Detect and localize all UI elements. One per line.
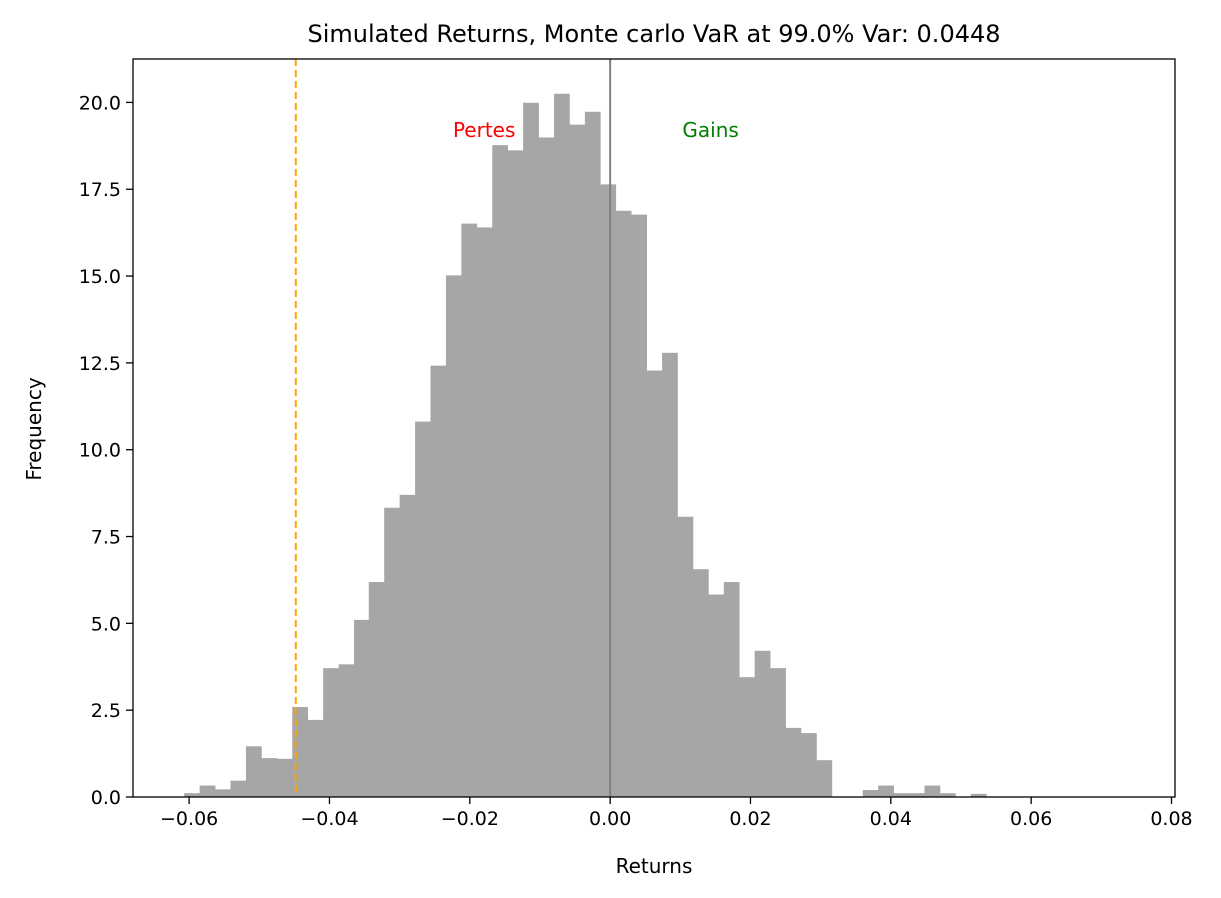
x-tick-label: −0.04: [300, 808, 358, 830]
histogram-bar: [384, 507, 400, 797]
histogram-bar: [662, 352, 678, 797]
y-tick-label: 7.5: [91, 527, 121, 549]
histogram-bar: [754, 650, 771, 797]
histogram-bar: [600, 184, 617, 797]
x-tick-label: 0.00: [589, 808, 631, 830]
annotation-pertes: Pertes: [453, 118, 515, 142]
histogram-bar: [554, 93, 570, 798]
histogram-bar: [909, 793, 925, 797]
histogram-bar: [538, 137, 555, 798]
histogram-bar: [615, 210, 632, 797]
y-tick-label: 12.5: [79, 353, 121, 375]
y-axis-ticks: 0.0 2.5 5.0 7.5 10.0 12.5 15.0 17.5 20.0: [79, 92, 133, 809]
histogram-bar: [893, 793, 910, 797]
histogram-bar: [199, 785, 216, 797]
x-tick-label: 0.06: [1010, 808, 1052, 830]
x-axis-ticks: −0.06 −0.04 −0.02 0.00 0.02 0.04 0.06 0.08: [160, 797, 1193, 830]
histogram-bar: [230, 780, 247, 797]
y-axis-label: Frequency: [22, 377, 46, 480]
y-tick-label: 20.0: [79, 92, 121, 114]
histogram-bar: [878, 785, 894, 797]
histogram-bar: [692, 569, 709, 797]
histogram-bar: [415, 421, 431, 797]
y-tick-label: 2.5: [91, 700, 121, 722]
histogram-bar: [292, 707, 309, 797]
y-tick-label: 10.0: [79, 440, 121, 462]
histogram-bar: [245, 746, 262, 797]
x-tick-label: 0.08: [1150, 808, 1192, 830]
histogram-bar: [584, 111, 601, 798]
histogram-bar: [816, 760, 833, 797]
histogram-bar: [770, 668, 786, 797]
histogram-bar: [276, 758, 293, 797]
histogram-bar: [523, 102, 539, 797]
y-tick-label: 17.5: [79, 179, 121, 201]
histogram-bar: [184, 793, 200, 797]
histogram-bar: [445, 275, 462, 797]
x-axis-label: Returns: [616, 854, 693, 878]
histogram-bar: [569, 124, 586, 797]
histogram-bar: [354, 619, 370, 797]
histogram-bar: [723, 582, 740, 797]
histogram-bar: [461, 223, 478, 797]
histogram-bar: [924, 785, 941, 797]
histogram-bar: [801, 733, 817, 797]
histogram-bar: [708, 594, 725, 797]
histogram-bar: [261, 758, 278, 797]
plot-frame: [132, 58, 1176, 798]
histogram-bar: [646, 370, 663, 797]
histogram-bar: [492, 145, 509, 797]
x-tick-label: −0.06: [160, 808, 218, 830]
histogram-bar: [215, 789, 231, 797]
x-tick-label: 0.04: [870, 808, 912, 830]
chart-title: Simulated Returns, Monte carlo VaR at 99…: [307, 20, 1000, 48]
histogram-bar: [862, 790, 879, 797]
y-tick-label: 5.0: [91, 613, 121, 635]
x-tick-label: 0.02: [729, 808, 771, 830]
y-tick-label: 0.0: [91, 787, 121, 809]
histogram-bar: [323, 668, 339, 797]
histogram-bar: [507, 150, 524, 798]
histogram-bar: [970, 793, 987, 797]
histogram-bars: [184, 93, 987, 798]
histogram-bar: [430, 365, 447, 797]
histogram-bar: [476, 227, 493, 797]
histogram-bar: [399, 494, 416, 797]
reference-lines: [294, 59, 612, 797]
histogram-bar: [338, 664, 355, 797]
histogram-bar: [939, 793, 956, 797]
y-tick-label: 15.0: [79, 266, 121, 288]
x-tick-label: −0.02: [441, 808, 499, 830]
annotations: Pertes Gains: [453, 118, 739, 142]
histogram-bar: [307, 719, 324, 797]
histogram-bar: [368, 582, 385, 797]
histogram-bar: [785, 727, 802, 797]
annotation-gains: Gains: [682, 118, 738, 142]
histogram-bar: [631, 214, 647, 798]
histogram-bar: [677, 516, 694, 797]
histogram-bar: [739, 677, 756, 797]
